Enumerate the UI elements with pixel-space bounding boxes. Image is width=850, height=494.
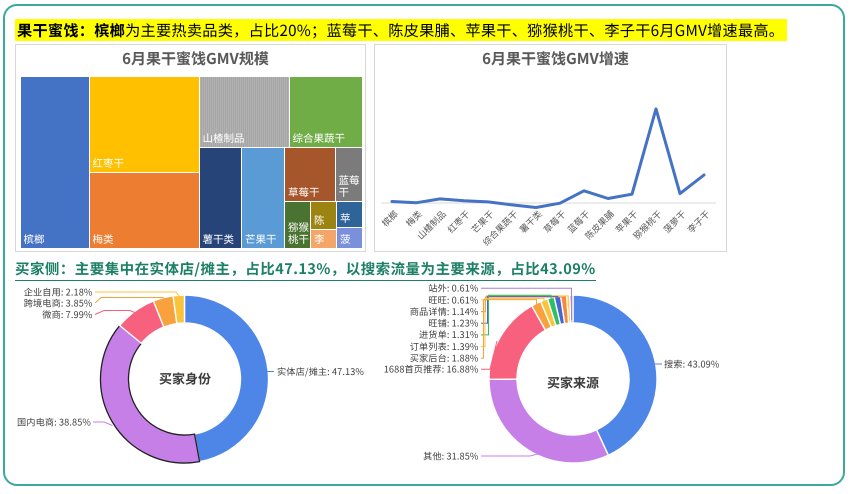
svg-text:微商: 7.99%: 微商: 7.99% bbox=[42, 307, 93, 321]
svg-text:企业自用: 2.18%: 企业自用: 2.18% bbox=[24, 284, 93, 298]
svg-text:旺铺: 1.23%: 旺铺: 1.23% bbox=[428, 316, 479, 330]
svg-text:李子干: 李子干 bbox=[684, 207, 712, 235]
svg-text:站外: 0.61%: 站外: 0.61% bbox=[428, 281, 479, 295]
svg-text:进货单: 1.31%: 进货单: 1.31% bbox=[419, 327, 479, 341]
svg-text:红枣干: 红枣干 bbox=[444, 207, 472, 235]
svg-text:搜索: 43.09%: 搜索: 43.09% bbox=[664, 356, 720, 370]
svg-text:其他: 31.85%: 其他: 31.85% bbox=[423, 448, 479, 462]
svg-text:买家来源: 买家来源 bbox=[547, 373, 599, 392]
svg-text:商品详情: 1.14%: 商品详情: 1.14% bbox=[410, 304, 479, 318]
svg-text:跨境电商: 3.85%: 跨境电商: 3.85% bbox=[24, 295, 93, 309]
svg-text:旺旺: 0.61%: 旺旺: 0.61% bbox=[428, 292, 479, 306]
svg-text:实体店/摊主: 47.13%: 实体店/摊主: 47.13% bbox=[277, 364, 364, 378]
svg-text:草莓干: 草莓干 bbox=[540, 207, 568, 235]
svg-text:槟榔: 槟榔 bbox=[379, 207, 401, 229]
svg-text:买家后台: 1.88%: 买家后台: 1.88% bbox=[410, 351, 479, 365]
svg-text:薯干类: 薯干类 bbox=[516, 207, 544, 235]
svg-text:订单列表: 1.39%: 订单列表: 1.39% bbox=[410, 339, 479, 353]
svg-text:国内电商: 38.85%: 国内电商: 38.85% bbox=[17, 414, 91, 428]
svg-text:菠萝干: 菠萝干 bbox=[660, 207, 688, 235]
svg-text:1688首页推荐: 16.88%: 1688首页推荐: 16.88% bbox=[384, 362, 479, 376]
svg-text:买家身份: 买家身份 bbox=[159, 369, 211, 388]
